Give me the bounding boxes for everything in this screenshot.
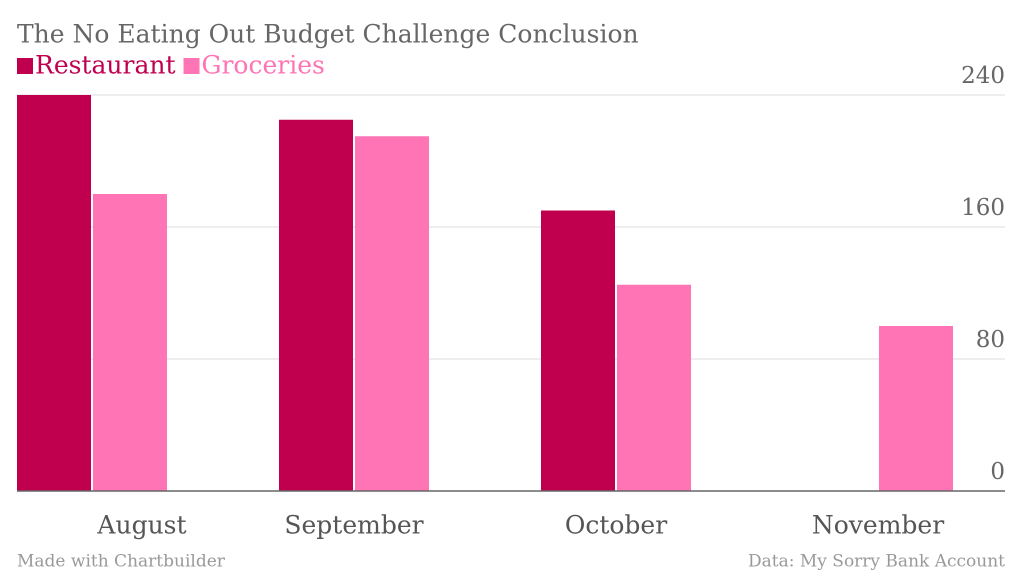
bar: [93, 194, 167, 491]
x-tick-label: October: [565, 511, 667, 540]
bar: [17, 95, 91, 491]
bar: [541, 210, 615, 491]
legend-label: Restaurant: [35, 51, 176, 80]
x-tick-label: September: [284, 511, 423, 540]
y-tick-label: 240: [961, 63, 1005, 89]
y-tick-label: 160: [961, 195, 1005, 221]
y-tick-label: 80: [976, 327, 1005, 353]
legend-swatch: [17, 58, 33, 74]
credit: Made with Chartbuilder: [17, 552, 226, 572]
bar: [879, 326, 953, 491]
bar: [279, 119, 353, 491]
x-tick-label: August: [96, 511, 186, 540]
bar: [355, 136, 429, 491]
x-tick-label: November: [812, 511, 944, 540]
y-tick-label: 0: [990, 459, 1005, 485]
source: Data: My Sorry Bank Account: [748, 552, 1005, 572]
chart-title: The No Eating Out Budget Challenge Concl…: [17, 20, 639, 49]
legend-label: Groceries: [202, 51, 325, 80]
bar: [617, 284, 691, 491]
legend-swatch: [183, 58, 200, 74]
